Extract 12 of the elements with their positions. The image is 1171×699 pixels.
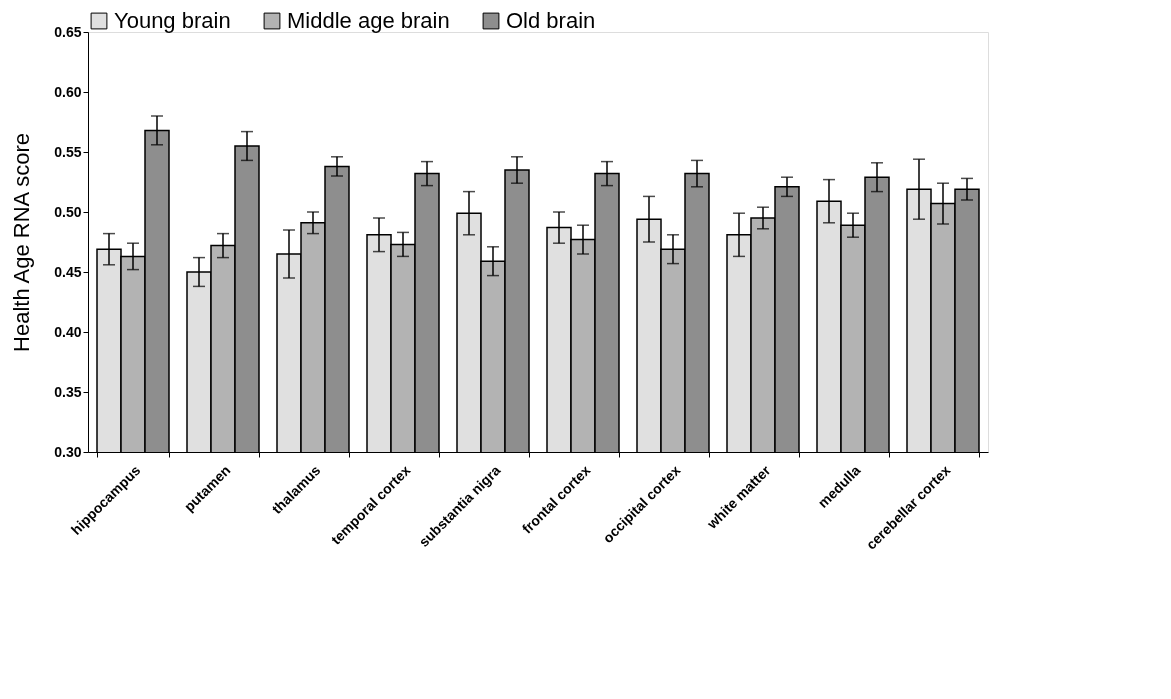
y-tick-label: 0.30 <box>54 443 82 460</box>
y-tick-label: 0.35 <box>54 383 82 400</box>
y-axis-title: Health Age RNA score <box>9 133 35 352</box>
legend-label: Middle age brain <box>287 8 450 33</box>
legend-label: Young brain <box>114 8 231 33</box>
y-tick-label: 0.50 <box>54 203 82 220</box>
y-tick-label: 0.55 <box>54 143 82 160</box>
legend-label: Old brain <box>506 8 596 33</box>
y-tick-label: 0.60 <box>54 83 82 100</box>
y-tick-label: 0.40 <box>54 323 82 340</box>
y-tick-label: 0.45 <box>54 263 82 280</box>
y-tick-label: 0.65 <box>54 23 82 40</box>
